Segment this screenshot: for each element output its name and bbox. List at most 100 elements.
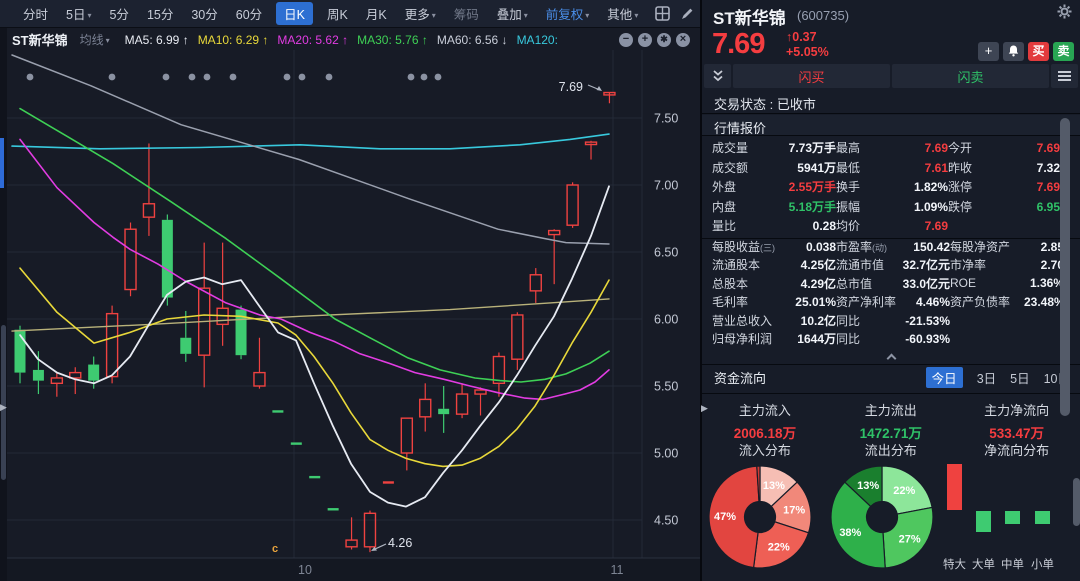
- add-watchlist-button[interactable]: +: [978, 42, 999, 61]
- event-dot-icon[interactable]: [229, 73, 237, 81]
- chevron-down-icon: ▾: [431, 11, 436, 20]
- candle-up: [492, 355, 506, 385]
- candle-up: [419, 398, 432, 418]
- buy-button[interactable]: 买: [1028, 42, 1049, 61]
- quote-value: 0.28: [812, 219, 836, 234]
- panel-settings-gear-icon[interactable]: [1057, 4, 1072, 19]
- quote-label: 最低: [836, 160, 861, 175]
- left-panel-expand-icon[interactable]: ▶: [0, 402, 7, 412]
- flash-buy-button[interactable]: 闪买: [733, 64, 890, 88]
- zoom-in-icon[interactable]: +: [638, 32, 652, 47]
- quote-label: 市盈率(动): [836, 239, 888, 254]
- toolbar-item-5分[interactable]: 5分: [109, 8, 129, 22]
- quote-label: 总股本: [712, 276, 749, 291]
- toolbar-item-筹码[interactable]: 筹码: [453, 8, 479, 22]
- quote-label: 外盘: [712, 180, 737, 195]
- layout-grid-icon[interactable]: [655, 6, 671, 21]
- quote-value: 2.70: [1040, 258, 1064, 273]
- toolbar-item-5日[interactable]: 5日 ▾: [66, 8, 92, 22]
- sell-button[interactable]: 卖: [1053, 42, 1074, 61]
- ma-line-ma10: [19, 267, 610, 468]
- toolbar-item-其他[interactable]: 其他 ▾: [607, 8, 639, 22]
- flow-stat: 主力净流向 533.47万: [954, 400, 1080, 442]
- toolbar-item-周K[interactable]: 周K: [327, 8, 348, 22]
- quote-cell: 最低 7.61: [836, 159, 948, 176]
- quote-label: 流通市值: [836, 258, 885, 273]
- event-dot-icon[interactable]: [283, 73, 291, 81]
- quote-value: 10.2亿: [800, 313, 836, 328]
- outflow-pie-slice: [881, 465, 933, 515]
- y-axis-label: 7.50: [654, 112, 678, 126]
- funds-tab-3日[interactable]: 3日: [976, 372, 997, 386]
- funds-tab-今日[interactable]: 今日: [925, 367, 963, 388]
- toolbar-item-60分[interactable]: 60分: [235, 8, 263, 22]
- quote-value: -60.93%: [905, 332, 950, 347]
- panel-expand-icon[interactable]: ▶: [701, 403, 708, 413]
- toolbar-item-分时[interactable]: 分时: [23, 8, 49, 22]
- candle-up: [400, 417, 414, 454]
- candle-up: [50, 377, 64, 385]
- alert-bell-button[interactable]: [1003, 42, 1024, 61]
- quote-value: 1644万: [797, 332, 836, 347]
- quote-label: 同比: [836, 313, 861, 328]
- event-dot-icon[interactable]: [434, 73, 442, 81]
- event-dot-icon[interactable]: [203, 73, 211, 81]
- pencil-draw-icon[interactable]: [680, 6, 695, 21]
- quote-value: 4.46%: [915, 295, 950, 310]
- toolbar-item-30分[interactable]: 30分: [191, 8, 218, 22]
- zoom-out-icon[interactable]: −: [619, 32, 633, 47]
- event-dot-icon[interactable]: [162, 73, 170, 81]
- toolbar-item-前复权[interactable]: 前复权 ▾: [545, 8, 590, 22]
- event-dot-icon[interactable]: [188, 73, 196, 81]
- event-dot-icon[interactable]: [26, 73, 34, 81]
- funds-tab-5日[interactable]: 5日: [1010, 372, 1030, 386]
- annotation-arrowhead: [596, 86, 602, 91]
- panel-scrollbar[interactable]: [1060, 118, 1070, 416]
- table-row: 内盘 5.18万手 振幅 1.09% 跌停 6.95: [702, 197, 1080, 217]
- collapse-section-button[interactable]: [702, 349, 1080, 364]
- candle-up: [566, 184, 579, 226]
- left-rail-scrollbar[interactable]: [1, 325, 6, 480]
- toolbar-item-更多[interactable]: 更多 ▾: [404, 8, 436, 22]
- price-change-pct: +5.05%: [786, 45, 829, 59]
- chart-close-icon[interactable]: ×: [676, 32, 690, 47]
- event-dot-icon[interactable]: [108, 73, 116, 81]
- toolbar-item-叠加[interactable]: 叠加 ▾: [496, 8, 528, 22]
- chart-background: [0, 50, 700, 581]
- quote-label: 资产净利率: [836, 295, 897, 310]
- quote-cell: 均价 7.69: [836, 217, 948, 234]
- ma-selector-dropdown[interactable]: 均线 ▾: [79, 33, 110, 47]
- funds-scrollbar[interactable]: [1073, 478, 1080, 526]
- expand-more-chevrons-icon[interactable]: [704, 64, 731, 88]
- candle-dash: [290, 442, 302, 445]
- flow-stat-label: 主力净流向: [984, 403, 1050, 418]
- event-marker-c[interactable]: c: [272, 543, 278, 555]
- x-axis-label: 11: [611, 563, 624, 577]
- quote-cell: 市净率 2.70: [950, 256, 1064, 273]
- menu-hamburger-icon[interactable]: [1051, 64, 1078, 88]
- stock-code: (600735): [797, 8, 850, 23]
- chart-settings-gear-icon[interactable]: ✱: [657, 32, 671, 47]
- event-dot-icon[interactable]: [298, 73, 306, 81]
- candle-up: [124, 228, 137, 291]
- toolbar-item-月K[interactable]: 月K: [365, 8, 387, 22]
- flash-sell-button[interactable]: 闪卖: [892, 64, 1049, 88]
- quote-grid: 成交量 7.73万手 最高 7.69 今开 7.69 成交额 5941万 最低 7.61 昨收 7.3…: [702, 138, 1080, 239]
- event-dot-icon[interactable]: [420, 73, 428, 81]
- event-dot-icon[interactable]: [407, 73, 415, 81]
- quote-label: 最高: [836, 141, 861, 156]
- quote-value: 32.7亿元: [902, 258, 950, 273]
- y-axis-label: 5.00: [654, 447, 678, 461]
- quote-label: 跌停: [948, 199, 973, 214]
- event-dot-icon[interactable]: [325, 73, 333, 81]
- toolbar-item-日K[interactable]: 日K: [276, 2, 313, 25]
- candle-down: [32, 369, 44, 381]
- dist-title: 流出分布: [864, 443, 917, 458]
- toolbar-item-15分[interactable]: 15分: [146, 8, 174, 22]
- y-axis-label: 6.00: [654, 313, 678, 327]
- kline-chart[interactable]: 7.50 7.00 6.50 6.00 5.50 5.00 4.50 10 11 7.69 4.26…: [0, 50, 700, 581]
- y-axis-label: 4.50: [654, 514, 678, 528]
- quote-value: 4.29亿: [800, 276, 836, 291]
- quote-label: ROE: [950, 276, 977, 291]
- quote-value: 5.18万手: [788, 199, 836, 214]
